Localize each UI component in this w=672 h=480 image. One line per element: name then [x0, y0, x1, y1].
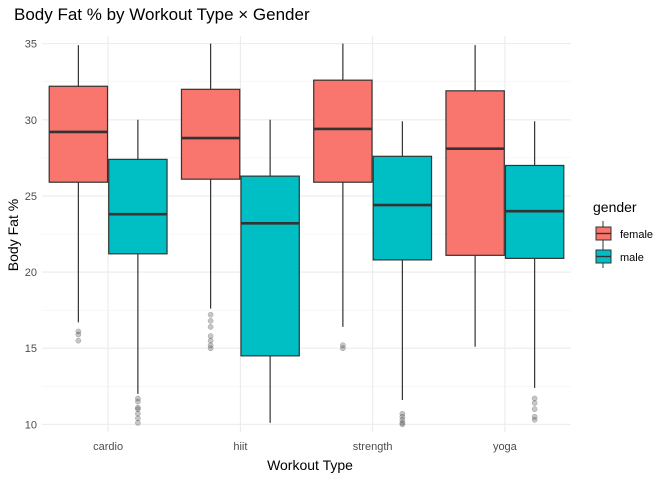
- outlier-point: [207, 337, 214, 344]
- x-tick-label: strength: [353, 441, 393, 453]
- y-tick-label: 25: [25, 191, 37, 203]
- x-tick-label: cardio: [93, 441, 123, 453]
- y-tick-label: 30: [25, 115, 37, 127]
- outlier-point: [399, 413, 406, 420]
- legend-title: gender: [593, 199, 637, 215]
- outlier-point: [531, 413, 538, 420]
- outlier-point: [399, 420, 406, 426]
- box-female-strength: [313, 43, 373, 352]
- chart-title: Body Fat % by Workout Type × Gender: [14, 5, 310, 24]
- box-body: [313, 79, 373, 183]
- box-male-hiit: [240, 119, 300, 423]
- box-male-cardio: [108, 119, 168, 426]
- y-tick-label: 10: [25, 419, 37, 431]
- box-body: [240, 175, 300, 357]
- outlier-point: [531, 400, 538, 406]
- box-body: [180, 88, 241, 180]
- legend-key-female: [595, 221, 612, 245]
- outlier-point: [207, 324, 214, 330]
- outlier-point: [135, 398, 141, 405]
- outlier-point: [207, 342, 214, 349]
- x-axis-title: Workout Type: [267, 457, 353, 473]
- y-axis-title: Body Fat %: [5, 199, 21, 271]
- box-male-strength: [372, 121, 433, 428]
- outlier-point: [399, 410, 406, 417]
- outlier-point: [207, 345, 214, 352]
- box-body: [372, 155, 433, 261]
- y-tick-labels: 10 15 20 25 30 35: [25, 39, 37, 432]
- outlier-point: [340, 345, 346, 352]
- outlier-point: [207, 317, 214, 324]
- outlier-point: [135, 406, 141, 413]
- outlier-point: [135, 410, 141, 417]
- legend-key-male: [595, 244, 612, 268]
- box-female-yoga: [445, 45, 505, 347]
- outlier-point: [135, 395, 141, 402]
- y-tick-label: 20: [25, 267, 37, 279]
- outlier-point: [399, 421, 406, 428]
- outlier-point: [399, 416, 406, 423]
- outlier-point: [531, 395, 538, 402]
- boxes: [48, 43, 565, 428]
- legend: gender female male: [593, 199, 653, 268]
- outlier-point: [531, 406, 538, 413]
- x-tick-labels: cardio hiit strength yoga: [93, 441, 518, 453]
- y-tick-label: 35: [25, 39, 37, 51]
- outlier-point: [340, 342, 346, 349]
- box-body: [48, 85, 109, 183]
- outlier-point: [75, 337, 82, 344]
- legend-label: male: [620, 252, 644, 264]
- legend-label: female: [620, 229, 653, 241]
- outlier-point: [207, 311, 214, 318]
- outlier-point: [135, 404, 141, 411]
- y-tick-label: 15: [25, 343, 37, 355]
- box-male-yoga: [504, 121, 565, 423]
- outlier-point: [75, 331, 82, 338]
- x-tick-label: yoga: [493, 441, 518, 453]
- box-body: [445, 90, 505, 256]
- box-body: [108, 158, 168, 255]
- outlier-point: [75, 328, 82, 335]
- outlier-point: [207, 333, 214, 339]
- x-tick-label: hiit: [233, 441, 247, 453]
- box-female-cardio: [48, 45, 109, 344]
- box-female-hiit: [180, 43, 241, 352]
- outlier-point: [135, 415, 141, 422]
- outlier-point: [135, 420, 141, 426]
- outlier-point: [531, 416, 538, 423]
